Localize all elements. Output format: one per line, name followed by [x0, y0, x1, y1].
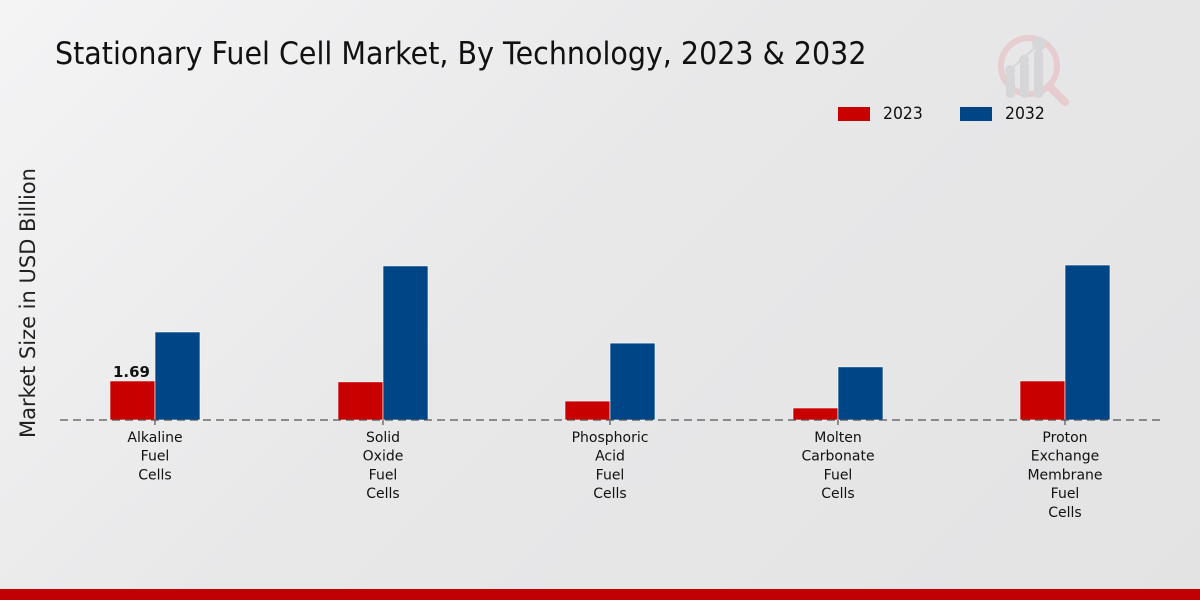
analytics-magnifier-logo-icon [998, 35, 1069, 106]
chart-title: Stationary Fuel Cell Market, By Technolo… [55, 36, 867, 72]
bar-2032-1 [382, 265, 429, 421]
bar-2032-3 [837, 366, 884, 421]
bar-2023-1 [337, 381, 384, 421]
footer-bar [0, 589, 1200, 600]
legend-swatch-2023 [838, 107, 870, 121]
bar-2023-3 [792, 407, 839, 421]
data-label: 1.69 [113, 363, 150, 381]
bar-2023-2 [564, 400, 611, 421]
x-tick-label: Alkaline Fuel Cells [127, 430, 182, 483]
legend-label-2023: 2023 [883, 104, 923, 124]
bar-2032-4 [1064, 264, 1111, 421]
legend-label-2032: 2032 [1005, 104, 1046, 124]
x-tick-label: Molten Carbonate Fuel Cells [801, 430, 874, 502]
bar-2023-0 [109, 380, 156, 421]
bar-2023-4 [1019, 380, 1066, 421]
legend-swatch-2032 [960, 107, 993, 121]
bar-2032-0 [154, 331, 201, 421]
bar-2032-2 [609, 342, 656, 421]
legend-item-2032: 2032 [960, 104, 1048, 124]
x-tick-label: Phosphoric Acid Fuel Cells [572, 430, 649, 502]
x-tick-label: Solid Oxide Fuel Cells [363, 430, 404, 502]
legend: 2023 2032 [838, 104, 1083, 124]
x-tick-label: Proton Exchange Membrane Fuel Cells [1027, 430, 1102, 521]
legend-item-2023: 2023 [838, 104, 926, 124]
